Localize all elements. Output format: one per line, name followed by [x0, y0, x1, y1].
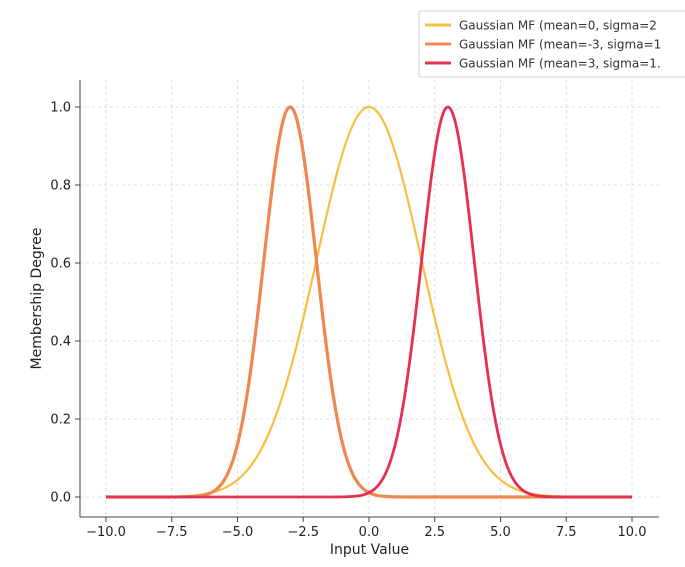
y-tick-label: 0.2 [50, 413, 71, 428]
y-tick-label: 0.8 [50, 179, 71, 194]
x-axis-label: Input Value [330, 542, 409, 558]
y-axis-label: Membership Degree [29, 228, 45, 370]
x-axis: −10.0 −7.5 −5.0 −2.5 0.0 2.5 5.0 7.5 10.0 [86, 517, 646, 540]
x-tick-label: −5.0 [222, 525, 254, 540]
series-line-3 [105, 105, 633, 499]
x-tick-label: −10.0 [86, 525, 126, 540]
legend-box [418, 10, 685, 78]
legend-entry-2: Gaussian MF (mean=-3, sigma=1 [459, 38, 661, 52]
series-layer [105, 105, 633, 499]
legend: Gaussian MF (mean=0, sigma=2 Gaussian MF … [418, 10, 685, 78]
x-tick-label: −7.5 [156, 525, 188, 540]
x-tick-label: 5.0 [490, 525, 511, 540]
legend-entry-1: Gaussian MF (mean=0, sigma=2 [459, 19, 657, 33]
y-axis: 0.0 0.2 0.4 0.6 0.8 1.0 [50, 101, 80, 506]
plot-area [80, 80, 659, 517]
x-tick-label: 2.5 [424, 525, 445, 540]
grid [80, 80, 659, 517]
x-tick-label: 10.0 [618, 525, 647, 540]
legend-entry-3: Gaussian MF (mean=3, sigma=1. [459, 57, 661, 71]
x-tick-label: 7.5 [556, 525, 577, 540]
y-tick-label: 0.0 [50, 491, 71, 506]
x-tick-label: −2.5 [287, 525, 319, 540]
y-tick-label: 1.0 [50, 101, 71, 116]
y-tick-label: 0.4 [50, 335, 71, 350]
x-tick-label: 0.0 [359, 525, 380, 540]
y-tick-label: 0.6 [50, 257, 71, 272]
